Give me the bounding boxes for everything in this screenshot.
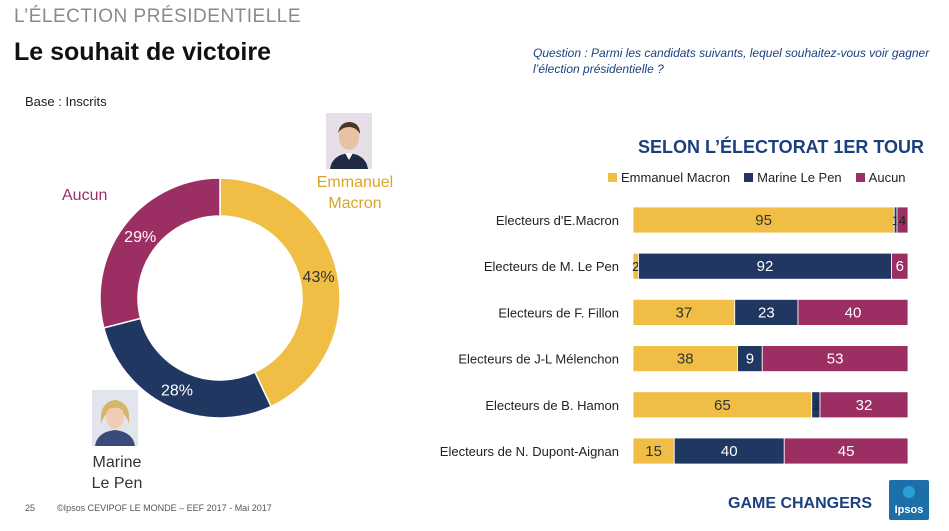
- bar-category-label: Electeurs de B. Hamon: [485, 398, 619, 413]
- bar-value-label: 1: [892, 213, 899, 228]
- bar-value-label: 45: [838, 443, 855, 460]
- bar-category-label: Electeurs de N. Dupont-Aignan: [440, 444, 619, 459]
- bar-segment-aucun: [819, 391, 909, 419]
- donut-chart: 43% 28% 29%: [99, 177, 341, 419]
- bar-value-label: 9: [746, 351, 754, 368]
- bar-category-label: Electeurs d'E.Macron: [496, 213, 619, 228]
- bar-category-label: Electeurs de J-L Mélenchon: [458, 352, 619, 367]
- donut-outer-label-aucun: Aucun: [62, 187, 108, 204]
- donut-slice-aucun: [99, 177, 221, 329]
- page-title: Le souhait de victoire: [14, 38, 272, 66]
- bar-value-label: 40: [845, 304, 862, 321]
- bar-segment-lepen: [673, 437, 785, 465]
- bar-value-label: 15: [645, 443, 662, 460]
- donut-value-label: 29%: [124, 229, 156, 246]
- legend-label: Aucun: [868, 170, 906, 185]
- legend-swatch: [855, 173, 865, 182]
- macron-portrait-icon: [326, 113, 372, 169]
- outer-label-line: Emmanuel: [316, 174, 394, 191]
- bar-value-label: 3: [812, 398, 819, 413]
- bar-value-label: 37: [676, 304, 693, 321]
- donut-outer-label-lepen: Marine Le Pen: [72, 452, 162, 494]
- donut-value-label: 28%: [161, 382, 193, 399]
- outer-label-line: Macron: [328, 195, 382, 212]
- bar-value-label: 4: [899, 213, 906, 228]
- lepen-portrait-icon: [92, 390, 138, 446]
- bar-value-label: 38: [677, 351, 694, 368]
- bar-segment-macron: [632, 206, 895, 234]
- bar-value-label: 2: [632, 259, 639, 274]
- bar-category-label: Electeurs de F. Fillon: [498, 305, 619, 320]
- supertitle: L’ÉLECTION PRÉSIDENTIELLE: [14, 6, 302, 27]
- outer-label-line: Marine: [92, 454, 142, 471]
- bar-segment-aucun: [891, 252, 909, 280]
- bar-segment-lepen: [638, 252, 892, 280]
- bar-value-label: 92: [757, 258, 774, 275]
- bar-value-label: 32: [856, 397, 873, 414]
- bar-segment-macron: [632, 345, 738, 373]
- legend-item-lepen: Marine Le Pen: [744, 170, 842, 185]
- brand-slogan: GAME CHANGERS: [728, 495, 873, 512]
- legend-item-macron: Emmanuel Macron: [608, 170, 730, 185]
- bar-segment-macron: [632, 437, 675, 465]
- question-text: Question : Parmi les candidats suivants,…: [533, 46, 930, 76]
- logo-text: Ipsos: [895, 504, 924, 516]
- bar-segment-lepen: [737, 345, 763, 373]
- donut-outer-label-macron: Emmanuel Macron: [305, 172, 405, 214]
- donut-value-label: 43%: [303, 269, 335, 286]
- legend-swatch: [608, 173, 617, 182]
- bar-value-label: 40: [721, 443, 738, 460]
- bar-legend: Emmanuel Macron Marine Le Pen Aucun: [608, 170, 906, 185]
- stacked-bar-chart: Electeurs d'E.Macron 95 1 4 Electeurs de M. …: [440, 206, 909, 465]
- bar-category-label: Electeurs de M. Le Pen: [484, 259, 619, 274]
- donut-slice-macron: [219, 177, 341, 408]
- bar-segment-aucun: [896, 206, 909, 234]
- legend-label: Emmanuel Macron: [621, 170, 731, 185]
- bar-value-label: 65: [714, 397, 731, 414]
- ipsos-logo-icon: Ipsos: [889, 480, 929, 520]
- bar-segment-aucun: [783, 437, 909, 465]
- bar-segment-macron: [632, 299, 736, 326]
- legend-item-aucun: Aucun: [855, 170, 906, 185]
- bar-value-label: 6: [896, 258, 904, 275]
- bar-segment-lepen: [734, 299, 799, 326]
- bar-value-label: 95: [755, 212, 772, 229]
- base-text: Base : Inscrits: [25, 94, 107, 109]
- source-text: ©Ipsos CEVIPOF LE MONDE – EEF 2017 - Mai…: [57, 503, 272, 513]
- outer-label-line: Le Pen: [91, 475, 143, 492]
- donut-slice-lepen: [102, 317, 273, 419]
- bar-value-label: 23: [758, 304, 775, 321]
- page-number: 25: [25, 503, 36, 513]
- bar-segment-aucun: [797, 299, 909, 326]
- legend-label: Marine Le Pen: [757, 170, 842, 185]
- bar-value-label: 53: [827, 351, 844, 368]
- bar-chart-title: SELON L’ÉLECTORAT 1ER TOUR: [638, 137, 925, 157]
- legend-swatch: [744, 173, 754, 182]
- bar-segment-aucun: [761, 345, 909, 373]
